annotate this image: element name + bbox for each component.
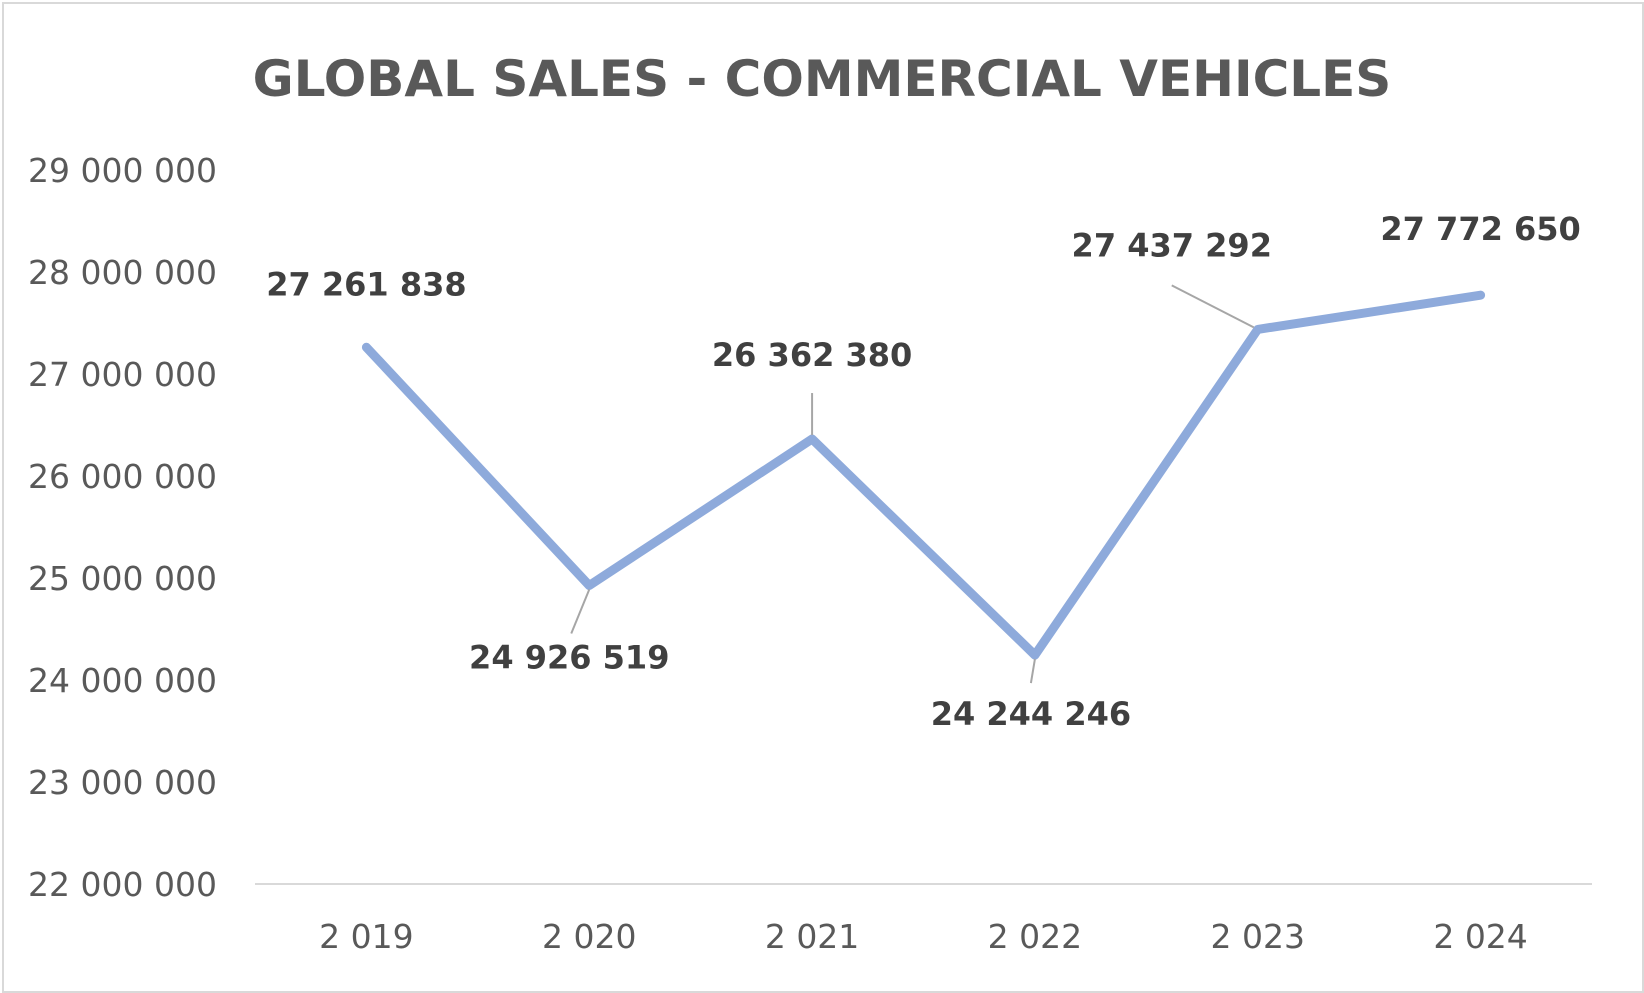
data-label: 24 926 519 — [469, 638, 669, 676]
y-tick-label: 28 000 000 — [28, 253, 217, 292]
data-label: 26 362 380 — [712, 336, 912, 374]
data-label: 27 437 292 — [1072, 226, 1272, 264]
y-tick-label: 27 000 000 — [28, 355, 217, 394]
y-tick-label: 29 000 000 — [28, 151, 217, 190]
leader-line — [1171, 284, 1255, 329]
x-axis: 2 019 2 020 2 021 2 022 2 023 2 024 — [255, 883, 1592, 956]
y-tick-label: 24 000 000 — [28, 661, 217, 700]
data-labels: 27 261 838 24 926 519 26 362 380 24 244 246… — [266, 210, 1581, 733]
y-tick-label: 26 000 000 — [28, 457, 217, 496]
chart-title: GLOBAL SALES - COMMERCIAL VEHICLES — [253, 50, 1392, 108]
x-tick-label: 2 020 — [542, 917, 636, 956]
x-tick-label: 2 021 — [765, 917, 859, 956]
leader-line — [1029, 658, 1036, 684]
x-tick-label: 2 019 — [319, 917, 413, 956]
leader-line — [570, 589, 591, 634]
x-tick-label: 2 023 — [1211, 917, 1305, 956]
y-tick-label: 23 000 000 — [28, 763, 217, 802]
y-tick-label: 22 000 000 — [28, 865, 217, 904]
x-tick-label: 2 022 — [988, 917, 1082, 956]
series-group — [361, 290, 1486, 660]
data-label: 27 261 838 — [266, 265, 466, 303]
y-axis: 22 000 000 23 000 000 24 000 000 25 000 000… — [28, 151, 217, 904]
x-tick-label: 2 024 — [1433, 917, 1527, 956]
data-label: 24 244 246 — [931, 695, 1131, 733]
data-label: 27 772 650 — [1380, 210, 1580, 248]
y-tick-label: 25 000 000 — [28, 559, 217, 598]
series-line — [361, 290, 1486, 660]
